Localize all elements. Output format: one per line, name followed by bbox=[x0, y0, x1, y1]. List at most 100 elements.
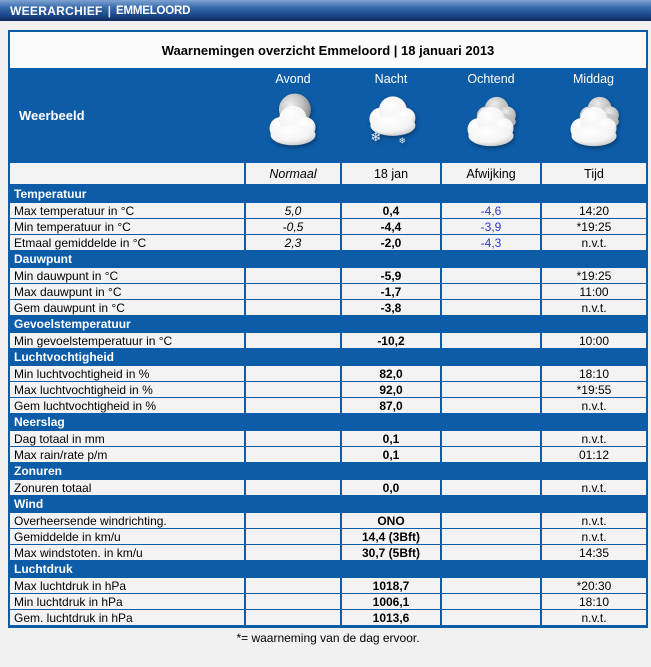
tijd-cell: n.v.t. bbox=[540, 609, 646, 626]
period-cell: Nacht ❄ ❄ bbox=[341, 68, 441, 163]
footnote: *= waarneming van de dag ervoor. bbox=[236, 631, 420, 645]
row-label-cell: Dag totaal in mm bbox=[10, 430, 246, 447]
value-cell: -3,8 bbox=[340, 299, 442, 316]
column-header-tijd: Tijd bbox=[540, 163, 646, 186]
value-cell: -5,9 bbox=[340, 267, 442, 284]
cloud-snow-icon: ❄ ❄ bbox=[342, 89, 440, 150]
tijd-cell: *20:30 bbox=[540, 577, 646, 594]
afwijking-cell bbox=[440, 544, 542, 561]
row-label-cell: Min gevoelstemperatuur in °C bbox=[10, 332, 246, 349]
svg-text:❄: ❄ bbox=[399, 135, 406, 145]
tijd-cell: 14:20 bbox=[540, 202, 646, 219]
value-cell: 30,7 (5Bft) bbox=[340, 544, 442, 561]
normaal-cell bbox=[244, 593, 342, 610]
afwijking-cell bbox=[440, 577, 542, 594]
normaal-cell bbox=[244, 577, 342, 594]
afwijking-cell bbox=[440, 365, 542, 382]
value-cell: -4,4 bbox=[340, 218, 442, 235]
row-label-cell: Min temperatuur in °C bbox=[10, 218, 246, 235]
value-cell: 0,1 bbox=[340, 446, 442, 463]
value-cell: 82,0 bbox=[340, 365, 442, 382]
section-title: Gevoelstemperatuur bbox=[10, 315, 646, 333]
value-cell: ONO bbox=[340, 512, 442, 529]
site-brand: WEERARCHIEF bbox=[10, 3, 103, 18]
section-header-row: Luchtvochtigheid bbox=[10, 348, 646, 366]
table-row: Min luchtvochtigheid in % 82,0 18:10 bbox=[10, 365, 646, 382]
normaal-cell bbox=[244, 397, 342, 414]
tijd-cell: n.v.t. bbox=[540, 512, 646, 529]
value-cell: -10,2 bbox=[340, 332, 442, 349]
row-label-cell: Max luchtvochtigheid in % bbox=[10, 381, 246, 398]
afwijking-cell: -3,9 bbox=[440, 218, 542, 235]
afwijking-cell bbox=[440, 512, 542, 529]
table-row: Zonuren totaal 0,0 n.v.t. bbox=[10, 479, 646, 496]
value-cell: 0,0 bbox=[340, 479, 442, 496]
afwijking-cell bbox=[440, 381, 542, 398]
table-row: Max rain/rate p/m 0,1 01:12 bbox=[10, 446, 646, 463]
period-label: Avond bbox=[275, 72, 311, 86]
section-header-row: Luchtdruk bbox=[10, 560, 646, 578]
row-label-cell: Zonuren totaal bbox=[10, 479, 246, 496]
period-label: Middag bbox=[573, 72, 614, 86]
normaal-cell bbox=[244, 479, 342, 496]
section-header-row: Neerslag bbox=[10, 413, 646, 431]
afwijking-cell bbox=[440, 332, 542, 349]
tijd-cell: 14:35 bbox=[540, 544, 646, 561]
tijd-cell: *19:55 bbox=[540, 381, 646, 398]
tijd-cell: n.v.t. bbox=[540, 397, 646, 414]
section-header-row: Zonuren bbox=[10, 462, 646, 480]
period-cell: Ochtend bbox=[441, 68, 541, 163]
section-title: Temperatuur bbox=[10, 185, 646, 203]
afwijking-cell bbox=[440, 593, 542, 610]
weerbeeld-label: Weerbeeld bbox=[10, 68, 245, 163]
value-cell: -2,0 bbox=[340, 234, 442, 251]
afwijking-cell bbox=[440, 446, 542, 463]
table-row: Overheersende windrichting. ONO n.v.t. bbox=[10, 512, 646, 529]
table-row: Max dauwpunt in °C -1,7 11:00 bbox=[10, 283, 646, 300]
tijd-cell: 01:12 bbox=[540, 446, 646, 463]
row-label-cell: Gem dauwpunt in °C bbox=[10, 299, 246, 316]
normaal-cell bbox=[244, 512, 342, 529]
column-header-afwijking: Afwijking bbox=[440, 163, 542, 186]
row-label-cell: Max windstoten. in km/u bbox=[10, 544, 246, 561]
normaal-cell: -0,5 bbox=[244, 218, 342, 235]
column-header-row: Normaal 18 jan Afwijking Tijd bbox=[10, 163, 646, 186]
section-header-row: Wind bbox=[10, 495, 646, 513]
afwijking-cell bbox=[440, 299, 542, 316]
tijd-cell: 11:00 bbox=[540, 283, 646, 300]
normaal-cell bbox=[244, 365, 342, 382]
table-row: Gem dauwpunt in °C -3,8 n.v.t. bbox=[10, 299, 646, 316]
tijd-cell: n.v.t. bbox=[540, 430, 646, 447]
tijd-cell: *19:25 bbox=[540, 267, 646, 284]
clouds-icon bbox=[442, 89, 540, 150]
row-label-cell: Max rain/rate p/m bbox=[10, 446, 246, 463]
normaal-cell bbox=[244, 609, 342, 626]
row-label-cell: Min luchtvochtigheid in % bbox=[10, 365, 246, 382]
section-title: Dauwpunt bbox=[10, 250, 646, 268]
row-label-cell: Min luchtdruk in hPa bbox=[10, 593, 246, 610]
afwijking-cell bbox=[440, 267, 542, 284]
row-label-cell: Etmaal gemiddelde in °C bbox=[10, 234, 246, 251]
weerbeeld-row: Weerbeeld Avond Nacht ❄ ❄ Ochtend Middag bbox=[10, 68, 646, 163]
section-header-row: Temperatuur bbox=[10, 185, 646, 203]
row-label-cell: Gemiddelde in km/u bbox=[10, 528, 246, 545]
row-label-cell: Min dauwpunt in °C bbox=[10, 267, 246, 284]
table-row: Min temperatuur in °C -0,5 -4,4 -3,9 *19:25 bbox=[10, 218, 646, 235]
section-header-row: Dauwpunt bbox=[10, 250, 646, 268]
normaal-cell: 5,0 bbox=[244, 202, 342, 219]
afwijking-cell bbox=[440, 430, 542, 447]
value-cell: 1013,6 bbox=[340, 609, 442, 626]
section-title: Zonuren bbox=[10, 462, 646, 480]
table-row: Max luchtvochtigheid in % 92,0 *19:55 bbox=[10, 381, 646, 398]
afwijking-cell bbox=[440, 609, 542, 626]
row-label-cell: Gem. luchtdruk in hPa bbox=[10, 609, 246, 626]
clouds-icon bbox=[542, 89, 645, 150]
section-title: Luchtdruk bbox=[10, 560, 646, 578]
value-cell: 0,4 bbox=[340, 202, 442, 219]
period-cell: Middag bbox=[541, 68, 646, 163]
tijd-cell: 18:10 bbox=[540, 593, 646, 610]
afwijking-cell bbox=[440, 397, 542, 414]
tijd-cell: 10:00 bbox=[540, 332, 646, 349]
column-header-18-jan: 18 jan bbox=[340, 163, 442, 186]
row-label-cell: Max temperatuur in °C bbox=[10, 202, 246, 219]
